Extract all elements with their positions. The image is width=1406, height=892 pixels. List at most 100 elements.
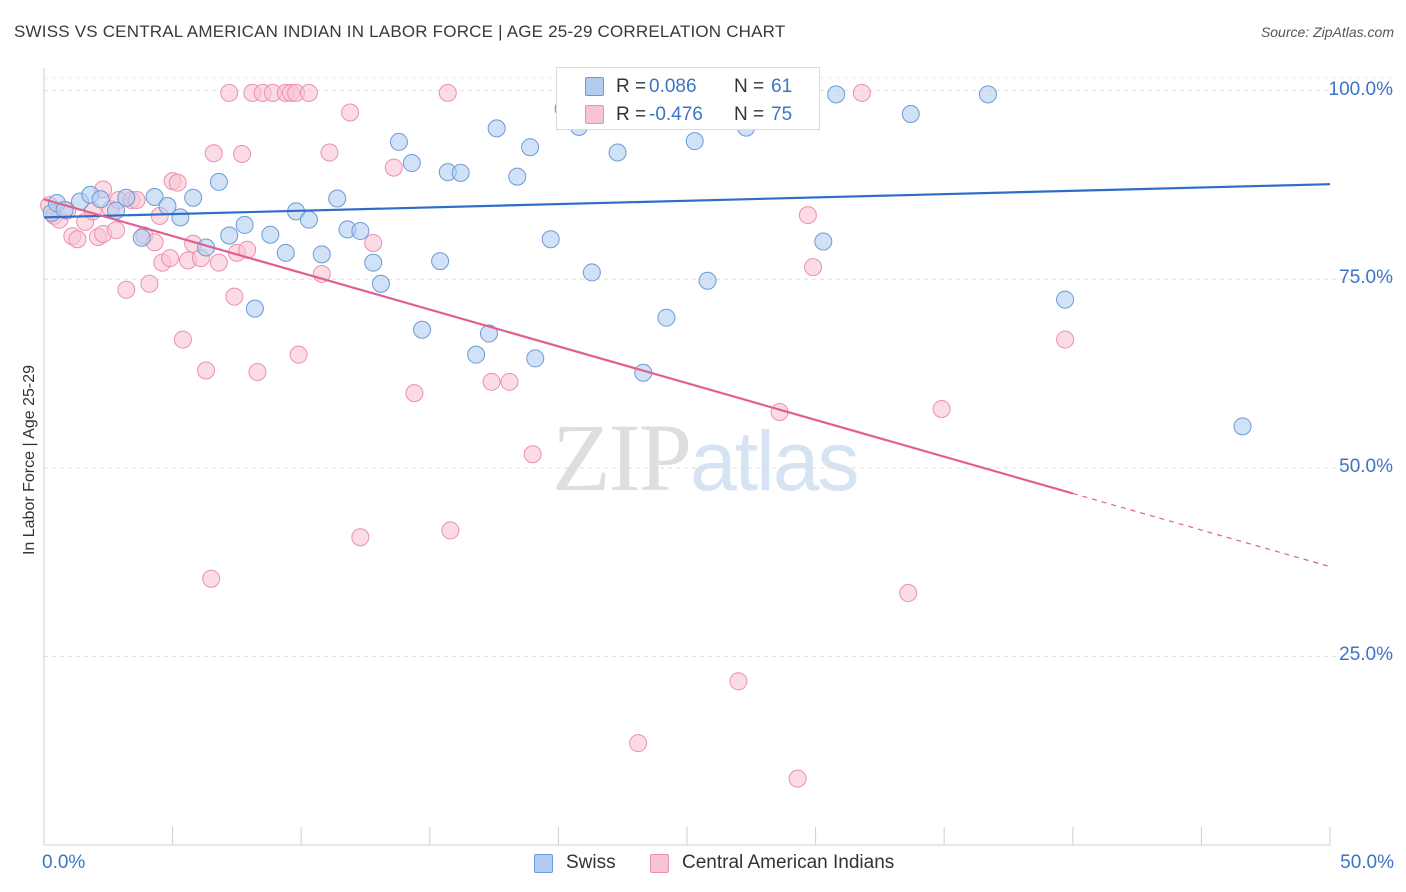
swiss-n-label: N = (734, 76, 765, 97)
legend-swatch-swiss (534, 854, 553, 873)
cai-point (899, 584, 918, 603)
swiss-trend-line (43, 183, 1331, 219)
watermark-atlas: atlas (690, 414, 859, 508)
swiss-point (698, 271, 717, 290)
stats-row-cai: R = -0.476 N = 75 (557, 101, 819, 129)
swiss-point (171, 208, 190, 227)
cai-n-value: 75 (771, 104, 793, 125)
cai-point (364, 234, 383, 253)
swiss-point (351, 221, 370, 240)
swiss-point (145, 187, 164, 206)
stats-row-swiss: R = 0.086 N = 61 (557, 73, 819, 101)
cai-point (161, 249, 180, 268)
cai-point (209, 253, 228, 272)
cai-point (168, 173, 187, 192)
swiss-point (1233, 417, 1252, 436)
swiss-point (431, 252, 450, 271)
cai-point (788, 769, 807, 788)
swiss-point (312, 245, 331, 264)
cai-point (384, 158, 403, 177)
cai-trend-line (43, 198, 1074, 495)
swiss-point (487, 119, 506, 138)
legend-label-swiss: Swiss (566, 852, 616, 873)
cai-r-value: -0.476 (649, 104, 703, 125)
cai-point (204, 144, 223, 163)
cai-point (107, 221, 126, 240)
swiss-point (220, 226, 239, 245)
trend-lines (43, 183, 1331, 568)
cai-point (140, 274, 159, 293)
cai-point (299, 83, 318, 102)
cai-point (225, 287, 244, 306)
swiss-point (978, 85, 997, 104)
cai-point (438, 83, 457, 102)
cai-r-label: R = (616, 104, 647, 125)
cai-point (341, 103, 360, 122)
cai-point (202, 569, 221, 588)
source-label: Source: ZipAtlas.com (1260, 24, 1394, 40)
cai-n-label: N = (734, 104, 765, 125)
swiss-point (117, 188, 136, 207)
swiss-points (42, 85, 1252, 436)
swiss-point (685, 132, 704, 151)
legend-swatch-cai (650, 854, 669, 873)
swiss-r-value: 0.086 (649, 76, 697, 97)
legend-label-cai: Central American Indians (682, 852, 895, 873)
swiss-point (132, 228, 151, 247)
x-tick-label-max: 50.0% (1340, 852, 1394, 873)
cai-swatch (585, 105, 604, 124)
cai-point (798, 206, 817, 225)
swiss-point (209, 172, 228, 191)
cai-point (220, 83, 239, 102)
cai-point (852, 83, 871, 102)
swiss-point (235, 215, 254, 234)
cai-point (68, 230, 87, 249)
y-tick-label-25: 25.0% (1339, 644, 1393, 666)
cai-point (117, 280, 136, 299)
swiss-point (521, 138, 540, 157)
swiss-point (582, 263, 601, 282)
cai-point (289, 345, 308, 364)
swiss-r-label: R = (616, 76, 647, 97)
cai-point (351, 528, 370, 547)
swiss-point (508, 167, 527, 186)
cai-point (405, 384, 424, 403)
cai-point (1056, 330, 1075, 349)
swiss-point (371, 274, 390, 293)
cai-point (233, 144, 252, 163)
swiss-point (1056, 290, 1075, 309)
cai-point (729, 672, 748, 691)
cai-point (932, 399, 951, 418)
y-tick-label-75: 75.0% (1339, 267, 1393, 289)
cai-point (441, 521, 460, 540)
y-tick-label-100: 100.0% (1328, 78, 1393, 100)
cai-point (248, 363, 267, 382)
chart-title: SWISS VS CENTRAL AMERICAN INDIAN IN LABO… (14, 22, 786, 41)
swiss-point (402, 154, 421, 173)
swiss-point (479, 324, 498, 343)
swiss-point (827, 85, 846, 104)
swiss-point (245, 299, 264, 318)
swiss-point (389, 132, 408, 151)
grid-lines (44, 77, 1392, 657)
x-tick-label-min: 0.0% (42, 852, 86, 873)
swiss-point (657, 308, 676, 327)
stats-legend: R = 0.086 N = 61 R = -0.476 N = 75 (556, 67, 820, 130)
swiss-point (608, 143, 627, 162)
swiss-point (901, 105, 920, 124)
axes (43, 68, 1331, 846)
cai-point (523, 445, 542, 464)
swiss-n-value: 61 (771, 76, 793, 97)
cai-point (197, 361, 216, 380)
cai-point (173, 330, 192, 349)
cai-point (482, 372, 501, 391)
y-tick-label-50: 50.0% (1339, 455, 1393, 477)
cai-point (629, 734, 648, 753)
swiss-swatch (585, 77, 604, 96)
swiss-point (184, 188, 203, 207)
swiss-point (413, 320, 432, 339)
swiss-point (451, 163, 470, 182)
swiss-point (526, 349, 545, 368)
watermark: ZIPatlas (552, 402, 859, 513)
